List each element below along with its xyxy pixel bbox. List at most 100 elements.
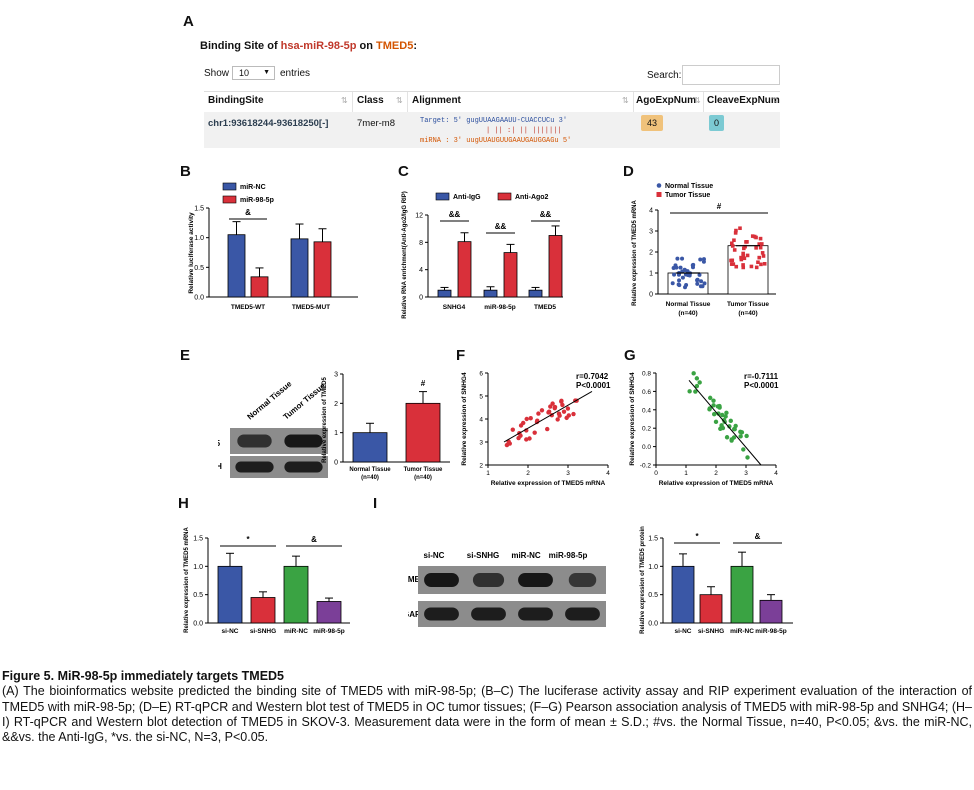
caption-title: Figure 5. MiR-98-5p immediately targets … bbox=[2, 669, 285, 683]
sort-icon[interactable]: ⇅ bbox=[772, 96, 779, 105]
blot-band bbox=[565, 607, 600, 621]
stat-r: r=0.7042 bbox=[576, 372, 609, 381]
blot-lane-label: si-NC bbox=[424, 551, 445, 560]
y-tick-label: 1.5 bbox=[648, 536, 658, 543]
y-tick-label: 1.5 bbox=[193, 536, 203, 543]
y-tick-label: 0.6 bbox=[642, 389, 651, 396]
search-input[interactable] bbox=[682, 65, 780, 85]
data-point bbox=[720, 425, 726, 431]
chart-g-correlation: 0 1 2 3 4 -0.2 0.0 0.2 0.4 0.6 0.8 Relative express… bbox=[629, 371, 779, 488]
data-point bbox=[555, 417, 560, 422]
data-point bbox=[702, 281, 707, 286]
binding-site-cell[interactable]: chr1:93618244-93618250[-] bbox=[208, 118, 329, 129]
y-tick-label: 0 bbox=[419, 295, 423, 302]
data-point bbox=[730, 241, 734, 246]
data-point bbox=[687, 389, 692, 394]
sort-icon[interactable]: ⇅ bbox=[341, 96, 348, 105]
data-point bbox=[724, 410, 729, 416]
y-tick-label: 2 bbox=[649, 250, 653, 257]
data-point bbox=[741, 265, 746, 270]
x-tick-label: miR-98-5p bbox=[755, 628, 786, 635]
title-mid: on bbox=[356, 40, 377, 52]
panel-letter-h: H bbox=[178, 495, 189, 512]
regression-line bbox=[688, 380, 762, 466]
y-tick-label: 4 bbox=[419, 267, 423, 274]
table-header: BindingSite ⇅ Class ⇅ Alignment ⇅ AgoExp… bbox=[204, 91, 780, 113]
bar bbox=[405, 402, 441, 463]
data-point bbox=[760, 251, 765, 255]
column-header-agoexpnum[interactable]: AgoExpNum bbox=[636, 95, 696, 106]
y-tick-label: 0.0 bbox=[194, 295, 204, 302]
x-tick-label: TMED5-WT bbox=[231, 304, 265, 311]
show-label: Show bbox=[204, 68, 230, 79]
y-tick-label: 12 bbox=[415, 213, 423, 220]
column-header-alignment[interactable]: Alignment bbox=[412, 95, 461, 106]
column-header-class[interactable]: Class bbox=[357, 95, 384, 106]
data-point bbox=[507, 441, 512, 446]
ago-badge[interactable]: 43 bbox=[641, 115, 663, 131]
data-point bbox=[724, 435, 730, 440]
data-point bbox=[699, 279, 704, 284]
x-tick-label: si-SNHG bbox=[698, 628, 724, 635]
table-row[interactable]: chr1:93618244-93618250[-] 7mer-m8 Target… bbox=[204, 112, 780, 148]
data-point bbox=[566, 413, 572, 418]
x-tick-label: si-SNHG bbox=[250, 628, 276, 635]
cleave-badge[interactable]: 0 bbox=[709, 115, 724, 131]
data-point bbox=[694, 383, 700, 389]
data-point bbox=[545, 426, 550, 432]
y-tick-label: 2 bbox=[334, 401, 338, 408]
y-tick-label: 0 bbox=[334, 460, 338, 467]
panel-letter-b: B bbox=[180, 163, 191, 180]
x-tick-label: 0 bbox=[654, 470, 658, 477]
significance-marker: && bbox=[540, 210, 552, 219]
y-axis-label: Relative expression of SNHG4 bbox=[629, 372, 636, 466]
legend-label: Anti-Ago2 bbox=[515, 194, 549, 201]
data-point bbox=[691, 371, 696, 376]
y-tick-label: 0.2 bbox=[642, 426, 651, 433]
x-tick-label: si-NC bbox=[222, 628, 239, 635]
blot-band bbox=[284, 461, 323, 473]
legend-label: Anti-IgG bbox=[453, 194, 481, 201]
data-point bbox=[744, 433, 749, 439]
bar bbox=[730, 565, 754, 624]
sort-icon[interactable]: ⇅ bbox=[622, 96, 629, 105]
sort-icon[interactable]: ⇅ bbox=[694, 96, 701, 105]
data-point bbox=[738, 434, 743, 439]
data-point bbox=[721, 417, 727, 423]
data-point bbox=[739, 257, 744, 262]
sort-icon[interactable]: ⇅ bbox=[396, 96, 403, 105]
data-point bbox=[730, 244, 735, 248]
y-tick-label: 1.0 bbox=[648, 564, 658, 571]
legend-swatch bbox=[656, 192, 662, 197]
y-tick-label: 1 bbox=[649, 271, 653, 278]
significance-marker: & bbox=[245, 208, 251, 217]
entries-select[interactable]: 10 ▼ bbox=[232, 66, 275, 80]
data-point bbox=[690, 263, 695, 268]
column-header-bindingsite[interactable]: BindingSite bbox=[208, 95, 264, 106]
data-point bbox=[539, 408, 545, 413]
data-point bbox=[698, 257, 703, 262]
x-tick-label: si-NC bbox=[675, 628, 692, 635]
data-point bbox=[761, 254, 766, 258]
legend-swatch bbox=[435, 192, 450, 201]
data-point bbox=[745, 240, 749, 244]
data-point bbox=[741, 263, 745, 267]
bar bbox=[217, 565, 243, 624]
data-point bbox=[745, 253, 750, 258]
significance-marker: * bbox=[695, 532, 699, 541]
data-point bbox=[715, 404, 721, 409]
data-point bbox=[712, 412, 717, 417]
data-point bbox=[739, 430, 745, 435]
legend-swatch bbox=[497, 192, 512, 201]
column-header-cleaveexpnum[interactable]: CleaveExpNum bbox=[707, 95, 780, 106]
data-point bbox=[762, 262, 767, 266]
y-tick-label: 3 bbox=[649, 229, 653, 236]
y-axis-label: Relative expression of TMED5 protein bbox=[640, 526, 646, 634]
y-tick-label: 0.8 bbox=[642, 371, 651, 378]
bar bbox=[313, 241, 332, 298]
x-tick-label: (n=40) bbox=[738, 310, 757, 317]
x-tick-label: (n=40) bbox=[414, 475, 432, 481]
data-point bbox=[680, 256, 685, 261]
bar bbox=[283, 565, 309, 624]
